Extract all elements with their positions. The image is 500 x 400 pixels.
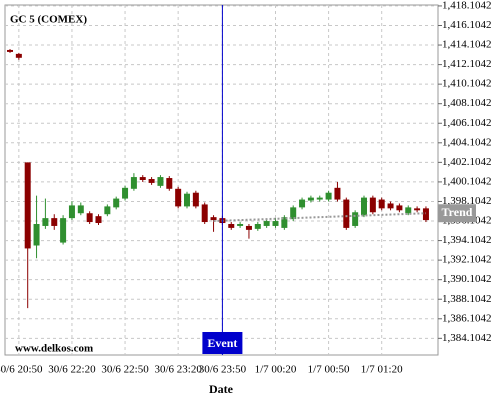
x-tick-label: 30/6 22:20 [48, 364, 96, 376]
candle-body [166, 178, 173, 189]
candle-body [254, 223, 261, 229]
candle-body [86, 213, 93, 223]
candle-body [130, 177, 137, 189]
trend-label: Trend [442, 205, 473, 219]
y-tick-label: 1,408.1042 [442, 97, 492, 109]
y-tick-label: 1,392.1042 [442, 254, 492, 266]
candle-body [33, 223, 40, 246]
candle-body [352, 212, 359, 226]
candle-body [210, 217, 217, 221]
candle-body [157, 177, 164, 186]
y-tick-label: 1,406.1042 [442, 117, 492, 129]
candle-body [175, 188, 182, 207]
candle-body [7, 49, 13, 52]
trend-label-box [438, 204, 476, 223]
candle-body [316, 197, 323, 200]
candle-body [325, 192, 332, 200]
event-label-box [202, 332, 243, 354]
y-tick-label: 1,384.1042 [442, 332, 492, 344]
candle-body [369, 197, 376, 213]
x-tick-label: 1/7 00:20 [255, 364, 297, 376]
y-tick-label: 1,410.1042 [442, 78, 492, 90]
candle-body [245, 225, 252, 230]
y-tick-label: 1,394.1042 [442, 234, 492, 246]
candle-body [307, 197, 314, 201]
y-tick-label: 1,388.1042 [442, 293, 492, 305]
y-tick-label: 1,412.1042 [442, 58, 492, 70]
plot-area [4, 4, 439, 356]
candle-body [201, 204, 208, 223]
candle-body [361, 197, 367, 216]
candle-body [42, 218, 49, 226]
event-label: Event [207, 336, 237, 350]
candle-body [414, 208, 421, 211]
candle-body [290, 207, 297, 220]
watermark: www.delkos.com [15, 343, 93, 355]
candle-body [228, 223, 235, 228]
candle-body [343, 199, 350, 228]
candle-body [281, 217, 288, 228]
candle-body [263, 221, 270, 226]
x-tick-label: 30/6 23:20 [154, 364, 202, 376]
candle-body [77, 205, 84, 214]
candle-body [299, 199, 306, 208]
candle-body [184, 193, 190, 207]
trend-line [213, 212, 426, 223]
candle-body [15, 53, 22, 58]
candle-body [24, 162, 31, 249]
x-tick-label: 30/6 20:50 [0, 364, 43, 376]
candle-body [334, 187, 341, 200]
y-tick-label: 1,416.1042 [442, 19, 492, 31]
candle-body [60, 218, 67, 243]
candle-body [95, 216, 102, 224]
x-tick-label: 1/7 01:20 [361, 364, 403, 376]
candle-body [68, 205, 75, 219]
y-tick-label: 1,418.1042 [442, 0, 492, 11]
y-tick-label: 1,414.1042 [442, 39, 492, 51]
candle-body [139, 177, 146, 180]
candle-body [396, 205, 403, 211]
candle-body [378, 199, 385, 209]
candle-body [51, 218, 58, 226]
candle-body [192, 192, 199, 207]
x-tick-label: 30/6 23:50 [199, 364, 247, 376]
y-tick-label: 1,398.1042 [442, 195, 492, 207]
candle-body [272, 221, 279, 226]
candle-body [148, 179, 155, 183]
candle-body [113, 198, 120, 208]
x-tick-label: 1/7 00:50 [308, 364, 350, 376]
chart-title: GC 5 (COMEX) [10, 14, 87, 26]
candle-body [405, 207, 412, 214]
x-tick-label: 30/6 22:50 [101, 364, 149, 376]
y-tick-label: 1,402.1042 [442, 156, 492, 168]
y-tick-label: 1,386.1042 [442, 312, 492, 324]
y-tick-label: 1,404.1042 [442, 136, 492, 148]
candle-body [122, 187, 129, 199]
x-axis-title: Date [209, 382, 234, 396]
y-tick-label: 1,400.1042 [442, 175, 492, 187]
y-tick-label: 1,390.1042 [442, 273, 492, 285]
candle-body [237, 223, 244, 226]
candle-body [104, 206, 111, 215]
candle-body [387, 203, 394, 209]
